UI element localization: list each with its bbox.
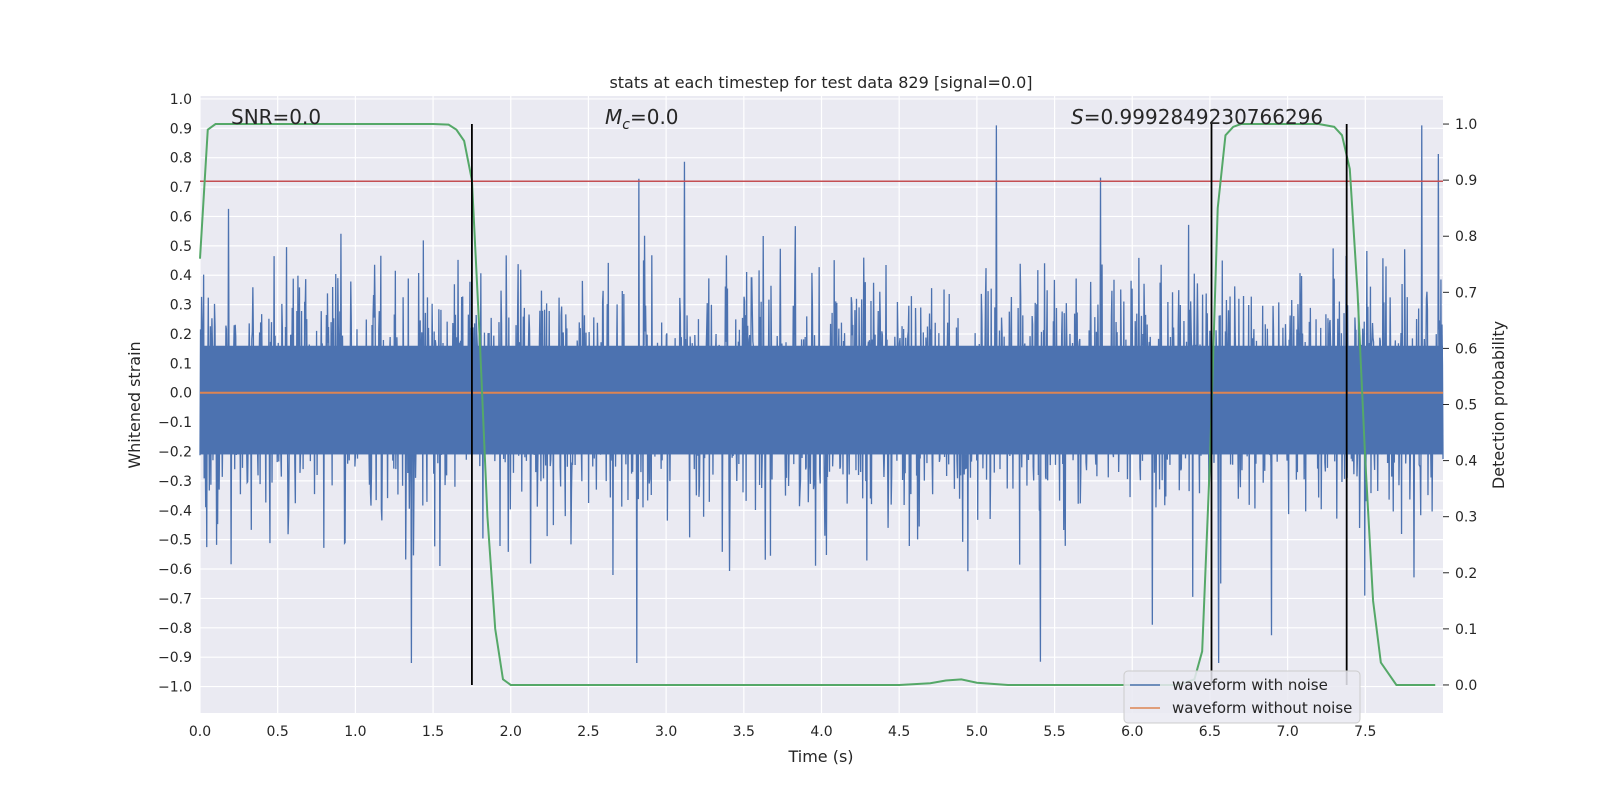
legend-box	[1123, 670, 1361, 724]
y2-tick-label: 0.9	[1455, 173, 1477, 189]
y-tick-label: −0.8	[158, 621, 192, 637]
y-tick-label: 0.7	[170, 180, 192, 196]
y2-tick-label: 0.8	[1455, 229, 1477, 245]
x-axis-ticks: 0.0 0.5 1.0 1.5 2.0 2.5 3.0 3.5 4.0 4.5 5.0 5.5 6.0 6…	[189, 724, 1377, 740]
y-tick-label: 0.5	[170, 239, 192, 255]
y2-tick-label: 0.4	[1455, 454, 1477, 470]
y2-tick-label: 0.3	[1455, 510, 1477, 526]
x-axis-label: Time (s)	[787, 747, 853, 766]
x-tick-label: 1.5	[422, 724, 444, 740]
mc-annotation: Mc=0.0	[605, 105, 679, 133]
y-tick-label: −0.1	[158, 415, 192, 431]
noise-dense-band	[200, 345, 1443, 455]
y-tick-label: 0.2	[170, 327, 192, 343]
y-tick-label: −0.9	[158, 650, 192, 666]
legend-label-noise: waveform with noise	[1172, 676, 1328, 694]
y-tick-label: −0.7	[158, 591, 192, 607]
x-tick-label: 5.0	[966, 724, 988, 740]
snr-annotation: SNR=0.0	[231, 105, 321, 129]
mc-value: =0.0	[630, 105, 679, 129]
y2-tick-label: 0.1	[1455, 622, 1477, 638]
x-tick-label: 7.5	[1354, 724, 1376, 740]
y-tick-label: 0.6	[170, 209, 192, 225]
y-axis-ticks: 1.0 0.9 0.8 0.7 0.6 0.5 0.4 0.3 0.2 0.1 0.0 −0.1 −0.…	[158, 92, 192, 696]
x-tick-label: 6.0	[1121, 724, 1143, 740]
x-tick-label: 4.0	[810, 724, 832, 740]
legend: waveform with noise waveform without noi…	[1123, 670, 1361, 724]
y-tick-label: 0.4	[170, 268, 192, 284]
mc-subscript: c	[622, 117, 630, 133]
y-tick-label: −0.2	[158, 445, 192, 461]
chart-title: stats at each timestep for test data 829…	[609, 73, 1032, 92]
s-annotation: S=0.9992849230766296	[1071, 105, 1323, 129]
overlay-lines	[199, 123, 1443, 686]
x-tick-label: 0.5	[267, 724, 289, 740]
detection-probability-line	[199, 123, 1436, 686]
x-tick-label: 6.5	[1199, 724, 1221, 740]
y2-tick-label: 0.2	[1455, 566, 1477, 582]
y2-tick-label: 0.6	[1455, 341, 1477, 357]
y-tick-label: −1.0	[158, 680, 192, 696]
y2-axis-label: Detection probability	[1489, 321, 1508, 489]
y-tick-label: 0.1	[170, 356, 192, 372]
y-tick-label: −0.5	[158, 533, 192, 549]
s-symbol: S	[1071, 105, 1084, 129]
y2-tick-label: 0.0	[1455, 678, 1477, 694]
y-tick-label: 0.8	[170, 151, 192, 167]
y2-tick-label: 1.0	[1455, 117, 1477, 133]
y-tick-label: 0.0	[170, 386, 192, 402]
y2-tick-label: 0.5	[1455, 398, 1477, 414]
y-axis-label: Whitened strain	[125, 341, 144, 468]
x-tick-label: 4.5	[888, 724, 910, 740]
x-tick-label: 3.0	[655, 724, 677, 740]
y-tick-label: −0.6	[158, 562, 192, 578]
y2-tick-label: 0.7	[1455, 285, 1477, 301]
y-tick-label: 0.9	[170, 121, 192, 137]
y2-axis-ticks: 1.0 0.9 0.8 0.7 0.6 0.5 0.4 0.3 0.2 0.1 0.0	[1443, 117, 1477, 694]
y-tick-label: −0.4	[158, 503, 192, 519]
y-tick-label: 1.0	[170, 92, 192, 108]
x-tick-label: 7.0	[1276, 724, 1298, 740]
x-tick-label: 5.5	[1043, 724, 1065, 740]
x-tick-label: 1.0	[344, 724, 366, 740]
x-tick-label: 0.0	[189, 724, 211, 740]
legend-label-clean: waveform without noise	[1172, 699, 1352, 717]
mc-symbol: M	[605, 105, 622, 129]
series-waveform-with-noise	[199, 125, 1444, 664]
s-value: =0.9992849230766296	[1084, 105, 1323, 129]
x-tick-label: 3.5	[733, 724, 755, 740]
x-tick-label: 2.5	[577, 724, 599, 740]
x-tick-label: 2.0	[500, 724, 522, 740]
y-tick-label: 0.3	[170, 298, 192, 314]
y-tick-label: −0.3	[158, 474, 192, 490]
